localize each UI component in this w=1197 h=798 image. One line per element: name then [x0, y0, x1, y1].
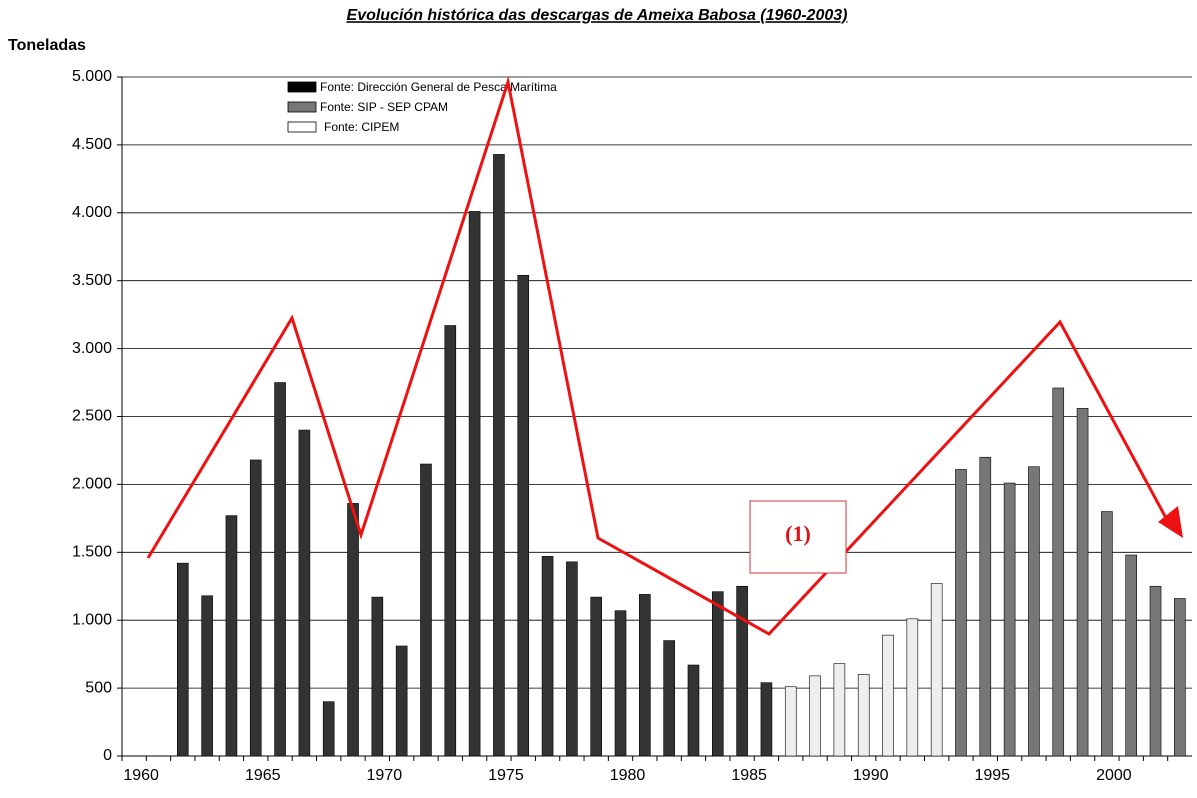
bar	[906, 618, 919, 757]
bar	[979, 456, 992, 757]
trend-line	[146, 76, 1168, 636]
bar	[298, 429, 311, 757]
bar	[201, 595, 213, 757]
bar	[784, 686, 797, 757]
y-axis-label: Toneladas	[8, 37, 86, 54]
bar	[493, 154, 505, 757]
legend-swatch	[287, 121, 317, 133]
bar	[614, 610, 627, 757]
bar	[322, 701, 335, 757]
legend-label: Fonte: SIP - SEP CPAM	[320, 100, 448, 114]
chart-title: Evolución histórica das descargas de Ame…	[347, 7, 848, 24]
bar	[833, 663, 846, 757]
bar	[566, 561, 578, 757]
bar	[760, 682, 773, 757]
y-tick-label: 1.500	[72, 544, 112, 561]
y-tick-label: 4.500	[72, 136, 112, 153]
bar	[420, 463, 432, 757]
bar	[809, 675, 821, 757]
trend-arrow	[1158, 506, 1183, 538]
bar	[1149, 585, 1162, 757]
annotation-text: (1)	[785, 521, 811, 546]
legend-swatch	[287, 81, 317, 93]
bar	[711, 591, 724, 757]
bar	[736, 585, 748, 757]
bar	[1125, 554, 1138, 757]
bar	[468, 211, 481, 757]
bar	[955, 469, 967, 757]
bar	[930, 583, 943, 757]
bar	[395, 645, 408, 757]
x-tick-label: 1960	[123, 767, 159, 784]
bar	[176, 562, 189, 757]
annotation-box	[749, 500, 847, 574]
x-tick-label: 1975	[488, 767, 524, 784]
x-tick-label: 1985	[731, 767, 767, 784]
bar	[1052, 387, 1065, 757]
y-tick-label: 3.000	[72, 340, 112, 357]
y-tick-label: 2.000	[72, 476, 112, 493]
bar	[1174, 598, 1186, 757]
x-tick-label: 2000	[1096, 767, 1132, 784]
bar	[371, 596, 384, 757]
y-tick-label: 3.500	[72, 272, 112, 289]
legend-label: Fonte: CIPEM	[324, 120, 399, 134]
y-tick-label: 2.500	[72, 408, 112, 425]
legend-label: Fonte: Dirección General de Pesca Maríti…	[320, 80, 557, 94]
bar	[857, 674, 870, 757]
bar	[663, 640, 675, 757]
x-tick-label: 1990	[853, 767, 889, 784]
plot-area: 0 500 1.000 1.500 2.000 2.500 3.000 3.500 4.000 4…	[72, 68, 1192, 784]
x-tick-label: 1995	[974, 767, 1010, 784]
bar	[225, 515, 238, 757]
y-tick-label: 500	[85, 679, 112, 696]
y-tick-label: 5.000	[72, 68, 112, 85]
bar	[1076, 408, 1089, 757]
bar	[639, 594, 651, 757]
bar	[1101, 511, 1113, 757]
bar	[1028, 466, 1040, 757]
bar	[517, 274, 530, 757]
y-tick-label: 0	[103, 747, 112, 764]
bar	[347, 503, 359, 757]
y-tick-label: 4.000	[72, 204, 112, 221]
bar	[249, 459, 262, 757]
bar	[1003, 482, 1016, 757]
bar	[274, 382, 286, 757]
y-tick-label: 1.000	[72, 611, 112, 628]
x-tick-label: 1965	[245, 767, 281, 784]
bar	[687, 664, 700, 757]
bar	[541, 556, 554, 757]
bar	[882, 634, 894, 757]
bar	[444, 325, 457, 757]
x-tick-label: 1980	[610, 767, 646, 784]
x-tick-label: 1970	[367, 767, 403, 784]
bar	[590, 596, 603, 757]
legend-swatch	[287, 101, 317, 113]
